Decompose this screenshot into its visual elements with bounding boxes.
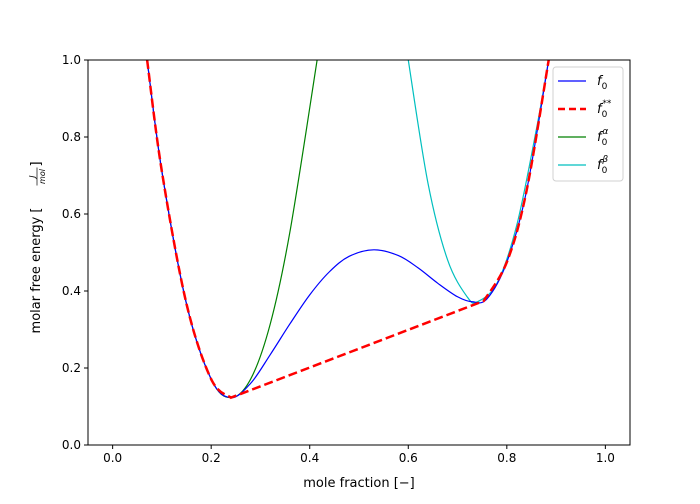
legend-label: f0α (597, 127, 608, 148)
legend-label-base: f (597, 130, 604, 145)
legend-label-subscript: 0 (602, 110, 608, 120)
x-tick-label: 0.4 (300, 451, 319, 465)
x-axis-label: mole fraction [−] (303, 476, 414, 491)
legend-label: f0β (597, 155, 608, 176)
y-tick-label: 0.0 (62, 438, 81, 452)
y-label-unit-numerator: J (28, 175, 37, 180)
y-tick-label: 0.2 (62, 361, 81, 375)
series-line-f-0 (146, 60, 550, 399)
legend-label-superscript: ** (602, 99, 612, 109)
x-tick-label: 0.6 (399, 451, 418, 465)
legend-label: f0 (597, 74, 608, 92)
x-tick-label: 0.8 (497, 451, 516, 465)
legend-label-superscript: α (602, 127, 608, 137)
legend-label-base: f (597, 158, 604, 173)
x-tick-label: 1.0 (596, 451, 615, 465)
y-label-close-bracket: ] (29, 161, 44, 166)
legend-label-superscript: β (601, 155, 608, 165)
y-axis-label-text: molar free energy [ (29, 208, 44, 334)
y-tick-label: 0.8 (62, 130, 81, 144)
series-line-f-0-beta (407, 60, 550, 304)
series-line-f-0--- (145, 60, 550, 400)
x-tick-label: 0.2 (202, 451, 221, 465)
y-axis-label: molar free energy [ J mol] (28, 161, 47, 333)
axes-frame (87, 59, 631, 446)
legend-label-base: f (597, 102, 604, 117)
x-tick-label: 0.0 (103, 451, 122, 465)
legend-label-subscript: 0 (602, 82, 608, 92)
legend-box (552, 66, 624, 182)
series-group (145, 60, 550, 400)
y-tick-label: 0.4 (62, 284, 81, 298)
legend-label-subscript: 0 (602, 166, 608, 176)
y-label-unit-denominator: mol (38, 168, 47, 184)
legend-label-subscript: 0 (602, 138, 608, 148)
y-tick-label: 1.0 (62, 53, 81, 67)
y-tick-label: 0.6 (62, 207, 81, 221)
legend-label-base: f (597, 74, 604, 89)
legend-label: f0** (597, 99, 612, 120)
